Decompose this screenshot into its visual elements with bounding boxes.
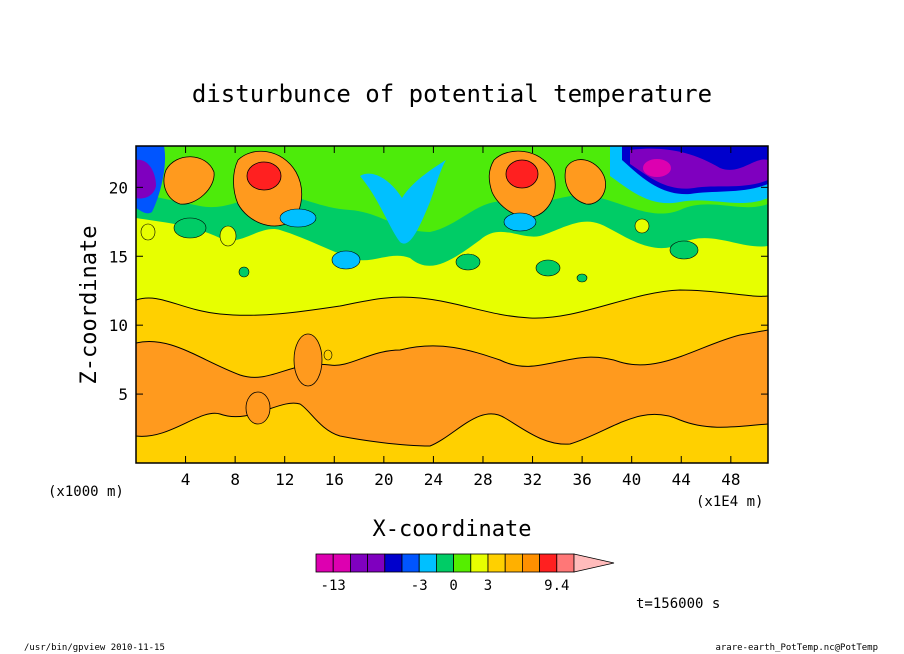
x-tick-label: 24 <box>424 470 443 489</box>
colorbar-segment <box>539 553 558 573</box>
x-unit-right: (x1E4 m) <box>696 494 763 510</box>
band-cyan-center <box>360 160 446 244</box>
blob-green-mid-left <box>331 250 361 270</box>
y-axis-label: Z-coordinate <box>77 226 102 385</box>
footer-right: arare-earth_PotTemp.nc@PotTemp <box>715 643 878 653</box>
x-tick-label: 4 <box>181 470 191 489</box>
colorbar-tick-label: 3 <box>484 578 492 594</box>
colorbar-segment <box>504 553 523 573</box>
colorbar-tick-label: 9.4 <box>544 578 569 594</box>
y-axis-ticks: 5 10 15 20 <box>109 178 768 404</box>
x-tick-label: 8 <box>230 470 240 489</box>
blob-cyan-left <box>279 208 317 228</box>
colorbar-tick-labels: -13 -3 0 3 9.4 <box>321 578 570 594</box>
blob-green-mid-right <box>455 253 481 271</box>
colorbar-segment <box>418 553 437 573</box>
colorbar-segment <box>522 553 541 573</box>
y-tick-label: 20 <box>109 178 128 197</box>
band-purple-upper-right <box>630 148 768 189</box>
y-tick-label: 5 <box>118 385 128 404</box>
x-axis-ticks: 4 8 12 16 20 24 28 32 36 40 44 48 <box>181 146 740 489</box>
blob-orange-mid-b <box>245 391 271 425</box>
band-orange-right-top <box>564 159 606 205</box>
plot-frame <box>135 145 769 464</box>
colorbar-tick-label: -3 <box>411 578 428 594</box>
blob-green-low-right <box>576 273 588 283</box>
x-tick-label: 36 <box>572 470 591 489</box>
colorbar-segment <box>315 553 334 573</box>
x-unit-left: (x1000 m) <box>48 484 124 500</box>
band-purple-upper-left <box>136 159 156 199</box>
blob-magenta-right <box>643 159 671 177</box>
blob-green-upper-left <box>173 217 207 239</box>
colorbar-arrow <box>573 553 615 573</box>
colorbar-segment <box>470 553 489 573</box>
x-tick-label: 40 <box>622 470 641 489</box>
chart-title: disturbunce of potential temperature <box>192 80 712 108</box>
colorbar-segment <box>453 553 472 573</box>
colorbar-segment <box>435 553 454 573</box>
hot-spot-a <box>246 161 282 191</box>
contour-field <box>136 146 768 463</box>
blob-green-far-right <box>669 240 699 260</box>
y-tick-label: 15 <box>109 247 128 266</box>
x-tick-label: 48 <box>721 470 740 489</box>
blob-gold-dot <box>323 349 333 361</box>
blob-yellow-right <box>634 218 650 234</box>
colorbar <box>315 553 615 573</box>
x-axis-label: X-coordinate <box>373 517 532 542</box>
colorbar-segment <box>367 553 386 573</box>
blob-yellow-left <box>219 225 237 247</box>
time-label: t=156000 s <box>636 596 720 612</box>
x-tick-label: 28 <box>473 470 492 489</box>
footer-left: /usr/bin/gpview 2010-11-15 <box>24 643 165 653</box>
colorbar-segment <box>384 553 403 573</box>
x-tick-label: 32 <box>523 470 542 489</box>
band-orange-lower <box>136 329 768 447</box>
x-tick-label: 44 <box>672 470 691 489</box>
colorbar-segment <box>401 553 420 573</box>
colorbar-segment <box>332 553 351 573</box>
blob-yellow-left-edge <box>140 223 156 241</box>
hot-spot-b <box>505 159 539 189</box>
blob-green-right <box>535 259 561 277</box>
blob-green-low-left <box>238 266 250 278</box>
colorbar-segment <box>349 553 368 573</box>
x-tick-label: 20 <box>374 470 393 489</box>
colorbar-segment <box>487 553 506 573</box>
colorbar-tick-label: 0 <box>449 578 457 594</box>
x-tick-label: 16 <box>325 470 344 489</box>
colorbar-segment <box>556 553 575 573</box>
colorbar-tick-label: -13 <box>321 578 346 594</box>
y-tick-label: 10 <box>109 316 128 335</box>
blob-cyan-right <box>503 212 537 232</box>
blob-orange-mid-a <box>293 333 323 387</box>
x-tick-label: 12 <box>275 470 294 489</box>
band-orange-left-top <box>163 156 215 205</box>
